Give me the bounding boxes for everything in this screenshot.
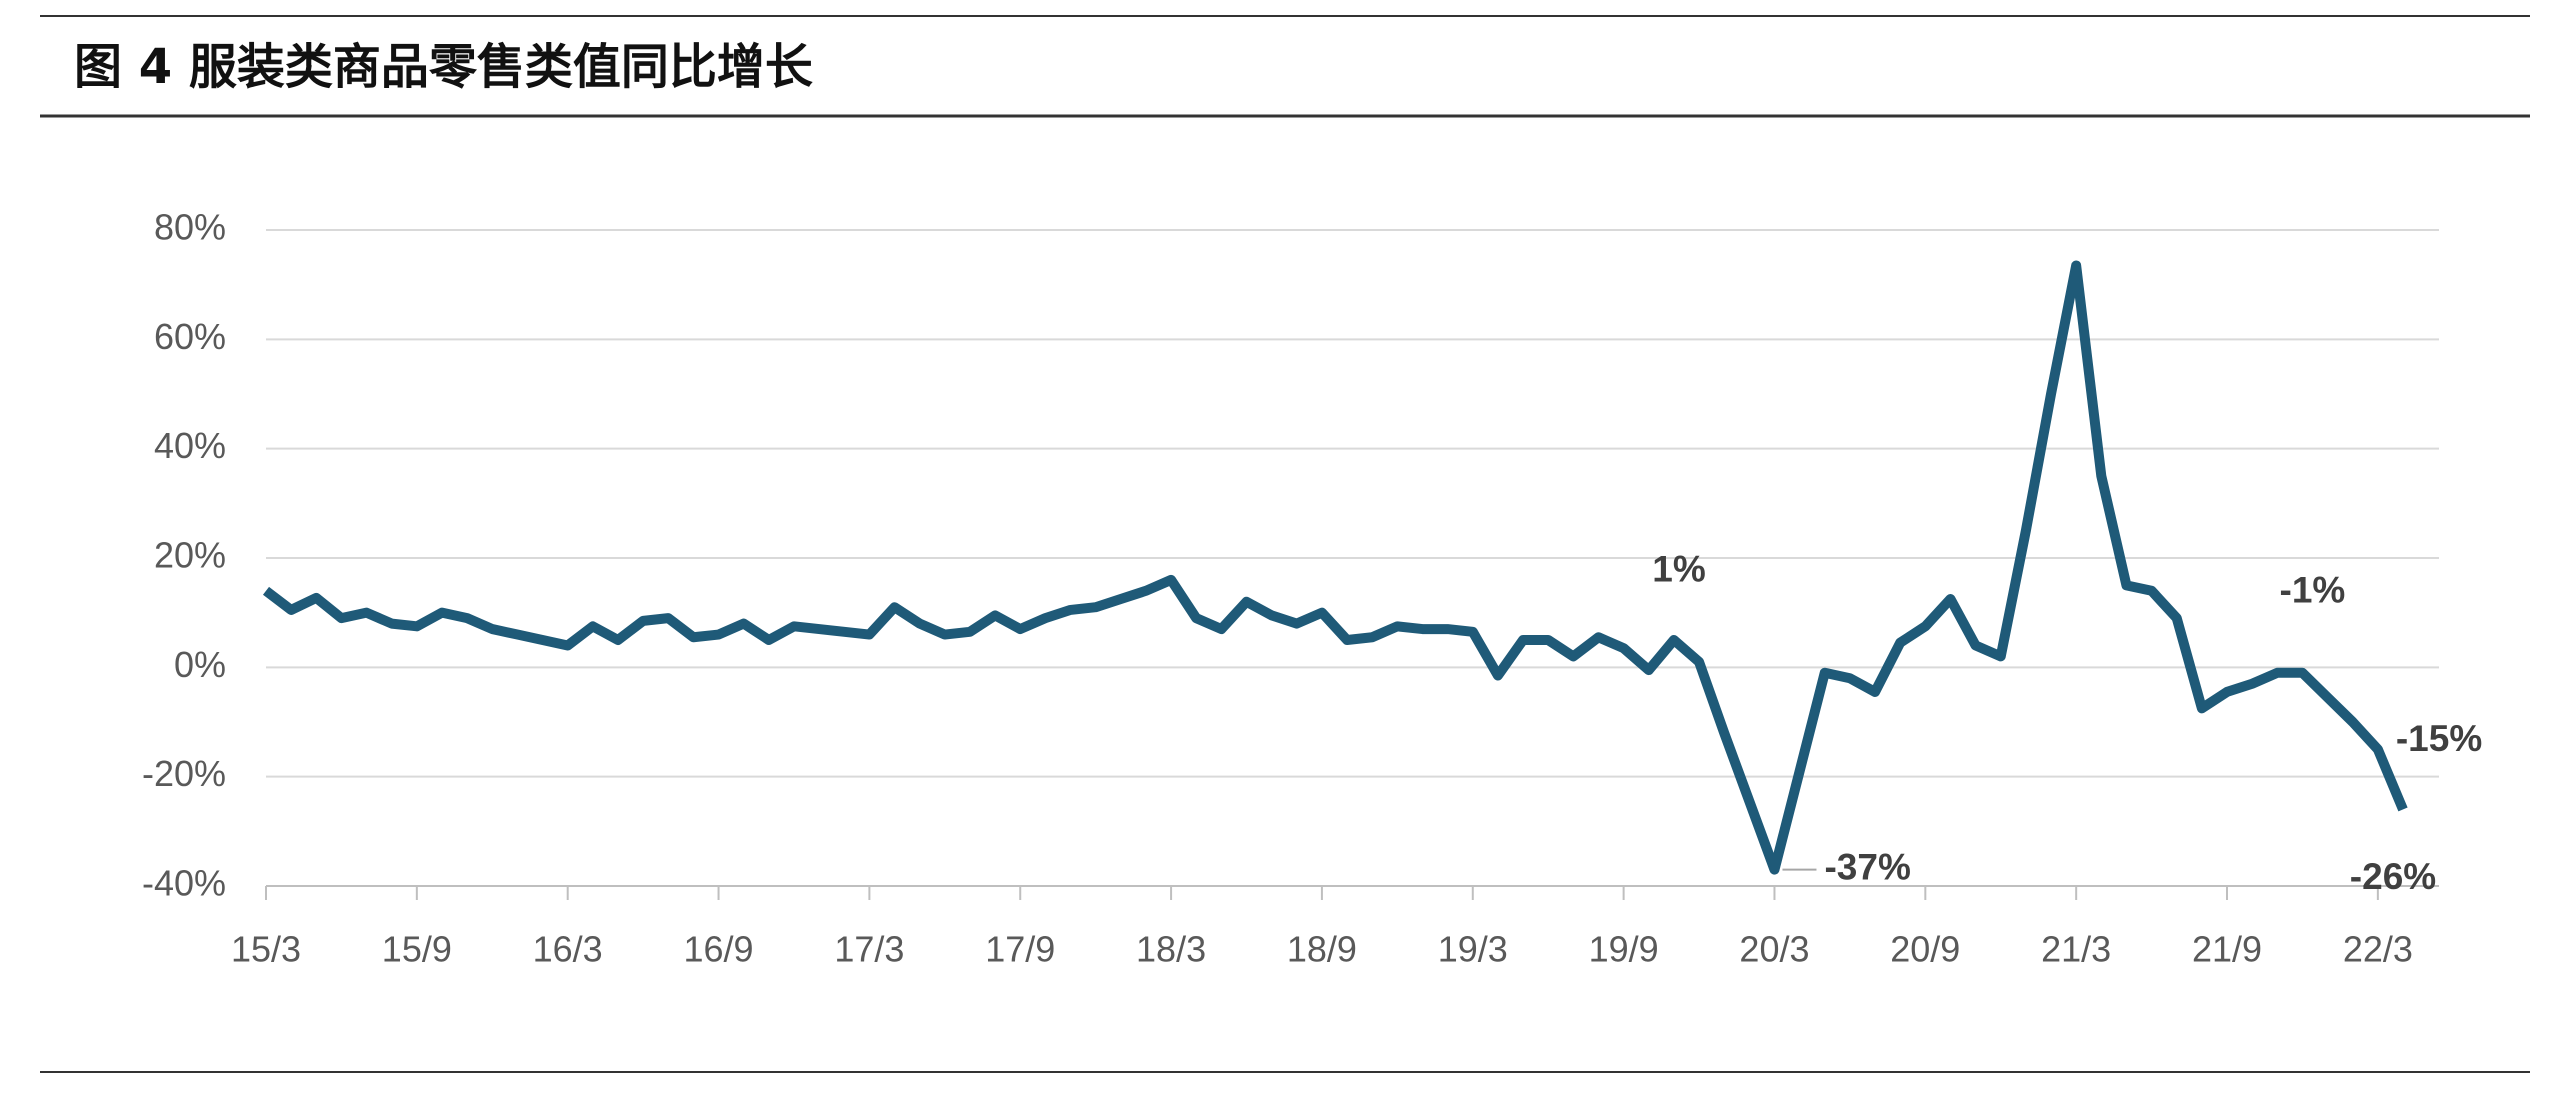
chart-title: 图 4 服装类商品零售类值同比增长 [74, 39, 813, 95]
x-tick-label: 15/9 [382, 929, 452, 970]
x-tick-label: 17/3 [834, 929, 904, 970]
y-tick-label: 20% [154, 535, 226, 576]
x-tick-label: 21/3 [2041, 929, 2111, 970]
x-tick-label: 19/3 [1438, 929, 1508, 970]
x-tick-label: 18/3 [1136, 929, 1206, 970]
x-tick-label: 20/3 [1739, 929, 1809, 970]
data-label: -15% [2396, 718, 2482, 759]
x-tick-label: 20/9 [1890, 929, 1960, 970]
y-tick-label: -20% [142, 753, 226, 794]
x-tick-label: 17/9 [985, 929, 1055, 970]
data-label: 1% [1652, 549, 1705, 590]
x-tick-label: 15/3 [231, 929, 301, 970]
data-label: -1% [2280, 570, 2346, 611]
x-tick-label: 18/9 [1287, 929, 1357, 970]
x-tick-label: 19/9 [1589, 929, 1659, 970]
line-series [262, 260, 2408, 875]
y-tick-label: 40% [154, 425, 226, 466]
x-tick-label: 16/3 [533, 929, 603, 970]
y-tick-label: 0% [174, 644, 226, 685]
x-tick-label: 22/3 [2343, 929, 2413, 970]
data-label: -37% [1824, 846, 1910, 887]
data-label: -26% [2350, 856, 2436, 897]
y-tick-label: -40% [142, 863, 226, 904]
x-tick-label: 21/9 [2192, 929, 2262, 970]
x-tick-label: 16/9 [684, 929, 754, 970]
y-tick-label: 80% [154, 207, 226, 248]
y-tick-label: 60% [154, 316, 226, 357]
